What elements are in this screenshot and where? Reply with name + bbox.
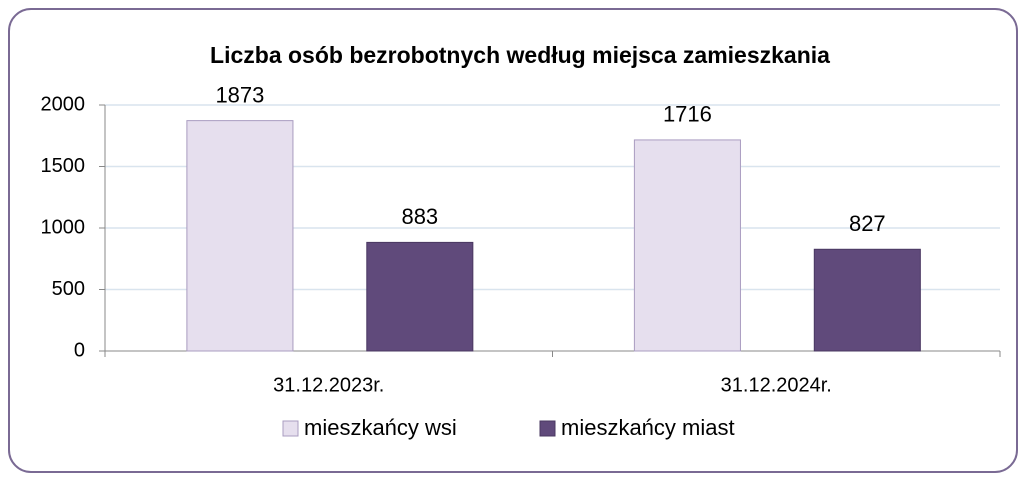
y-tick-label: 2000: [41, 93, 86, 115]
legend-label: mieszkańcy miast: [561, 415, 735, 440]
chart-title: Liczba osób bezrobotnych według miejsca …: [210, 42, 830, 68]
y-tick-label: 1500: [41, 155, 86, 177]
bar: [813, 248, 921, 352]
legend-label: mieszkańcy wsi: [304, 415, 457, 440]
chart-frame: [8, 8, 1018, 473]
data-label: 1873: [215, 82, 264, 107]
bar: [633, 139, 741, 352]
bar: [186, 120, 294, 352]
data-label: 1716: [663, 102, 712, 127]
legend-swatch: [539, 420, 556, 437]
x-tick-label: 31.12.2024r.: [721, 374, 832, 396]
y-tick-label: 1000: [41, 216, 86, 238]
y-tick-label: 0: [74, 339, 85, 361]
legend-swatch: [282, 420, 299, 437]
x-tick-label: 31.12.2023r.: [273, 374, 384, 396]
data-label: 883: [401, 204, 438, 229]
y-tick-label: 500: [52, 278, 85, 300]
data-label: 827: [849, 211, 886, 236]
bar: [366, 241, 474, 352]
